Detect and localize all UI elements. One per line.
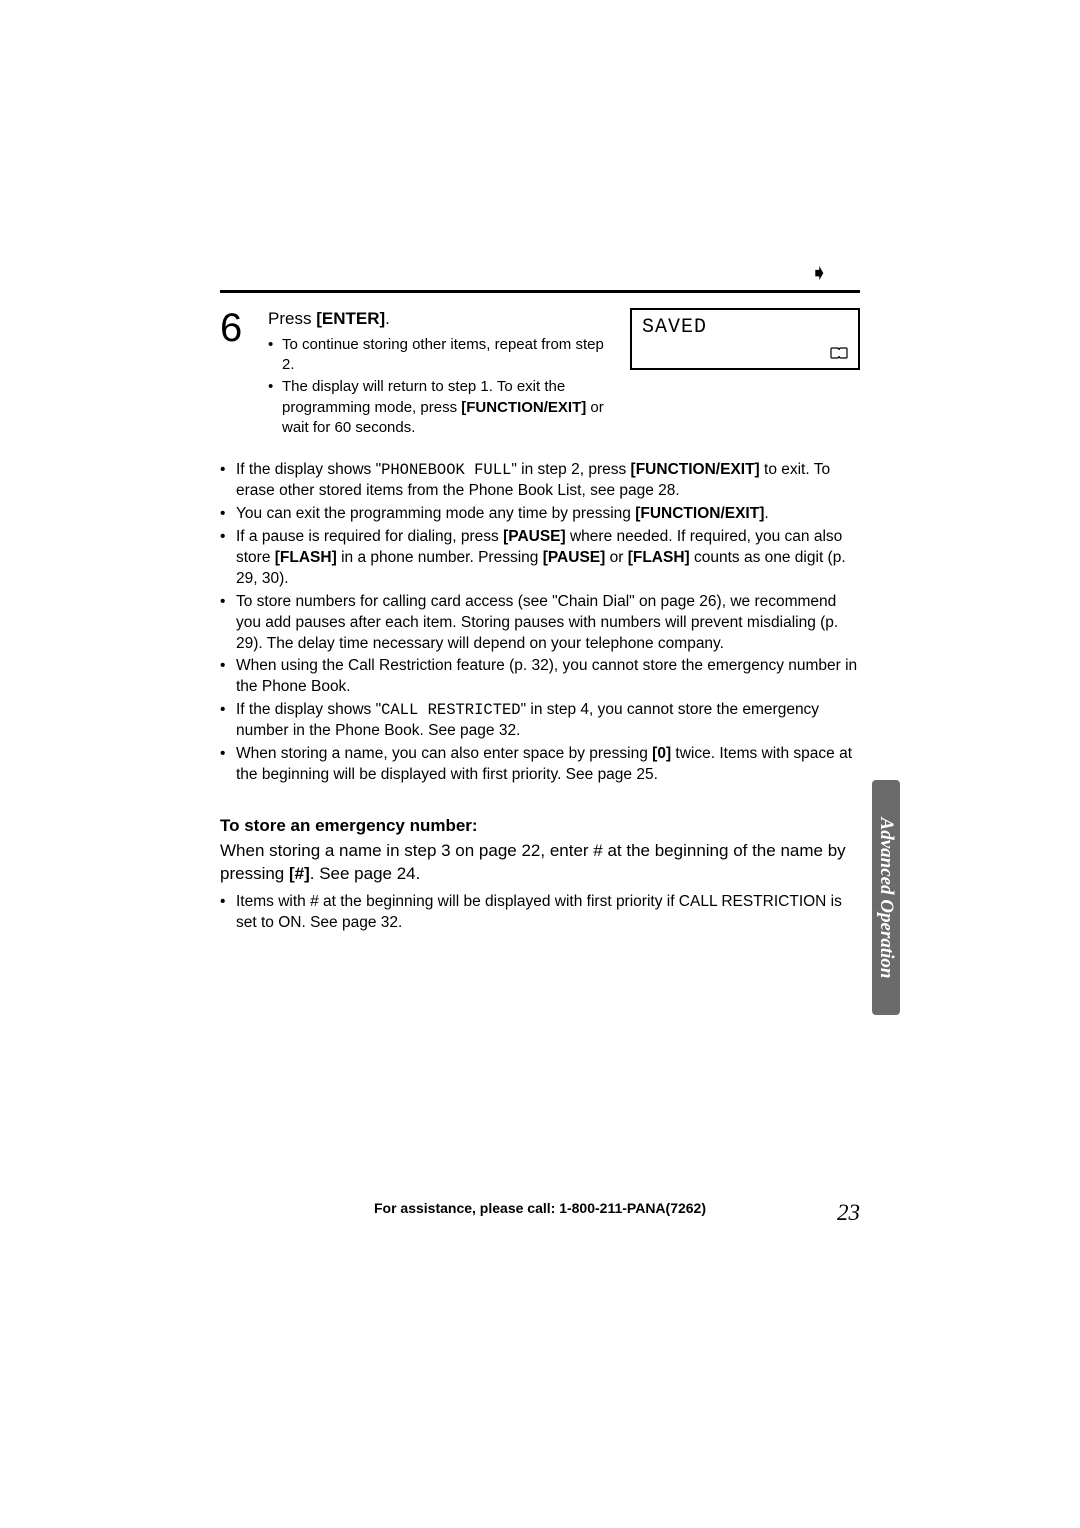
step-body: Press [ENTER]. • To continue storing oth… [268, 308, 622, 438]
step-sub-2-bold: [FUNCTION/EXIT] [461, 399, 586, 416]
note-4-text: To store numbers for calling card access… [236, 592, 860, 655]
bullet-icon: • [268, 377, 282, 438]
emergency-heading: To store an emergency number: [220, 816, 860, 836]
n3b1: [PAUSE] [503, 528, 566, 545]
bullet-icon: • [220, 744, 236, 786]
section-tab-label: Advanced Operation [875, 817, 897, 978]
n1a: If the display shows " [236, 461, 381, 478]
emergency-sub: • Items with # at the beginning will be … [220, 892, 860, 934]
bullet-icon: • [220, 504, 236, 525]
em-body-b: . See page 24. [310, 864, 421, 883]
note-6-text: If the display shows "CALL RESTRICTED" i… [236, 700, 860, 742]
page-footer: For assistance, please call: 1-800-211-P… [220, 1200, 860, 1216]
step-6-row: 6 Press [ENTER]. • To continue storing o… [220, 308, 860, 438]
n7a: When storing a name, you can also enter … [236, 745, 652, 762]
bullet-icon: • [220, 460, 236, 502]
bullet-icon: • [220, 527, 236, 590]
bullet-icon: • [268, 335, 282, 376]
n3c: in a phone number. Pressing [337, 549, 543, 566]
page-content: 6 Press [ENTER]. • To continue storing o… [220, 290, 860, 934]
n2b: . [764, 505, 768, 522]
n3a: If a pause is required for dialing, pres… [236, 528, 503, 545]
phonebook-icon [830, 346, 848, 362]
step-lead-post: . [385, 309, 390, 328]
step-lead-pre: Press [268, 309, 316, 328]
n6-mono: CALL RESTRICTED [381, 701, 521, 719]
note-5: • When using the Call Restriction featur… [220, 656, 860, 698]
step-sub-1: • To continue storing other items, repea… [268, 335, 610, 376]
step-number: 6 [220, 308, 268, 348]
bullet-icon: • [220, 892, 236, 934]
note-7-text: When storing a name, you can also enter … [236, 744, 860, 786]
step-lead: Press [ENTER]. [268, 308, 610, 331]
notes-list: • If the display shows "PHONEBOOK FULL" … [220, 460, 860, 786]
note-1: • If the display shows "PHONEBOOK FULL" … [220, 460, 860, 502]
note-4: • To store numbers for calling card acce… [220, 592, 860, 655]
note-3: • If a pause is required for dialing, pr… [220, 527, 860, 590]
n1b: " in step 2, press [511, 461, 630, 478]
note-3-text: If a pause is required for dialing, pres… [236, 527, 860, 590]
n3d: or [605, 549, 627, 566]
lcd-display-box: SAVED [630, 308, 860, 370]
continuation-arrow-icon: ➧ [810, 260, 828, 286]
emergency-sub-text: Items with # at the beginning will be di… [236, 892, 860, 934]
em-body-bold: [#] [289, 864, 310, 883]
note-7: • When storing a name, you can also ente… [220, 744, 860, 786]
n6a: If the display shows " [236, 701, 381, 718]
n3b3: [PAUSE] [543, 549, 606, 566]
lcd-text: SAVED [642, 316, 848, 339]
n3b4: [FLASH] [628, 549, 690, 566]
step-lead-bold: [ENTER] [316, 309, 385, 328]
n2-bold: [FUNCTION/EXIT] [635, 505, 764, 522]
bullet-icon: • [220, 592, 236, 655]
n2a: You can exit the programming mode any ti… [236, 505, 635, 522]
note-5-text: When using the Call Restriction feature … [236, 656, 860, 698]
bullet-icon: • [220, 700, 236, 742]
note-1-text: If the display shows "PHONEBOOK FULL" in… [236, 460, 860, 502]
n1-mono: PHONEBOOK FULL [381, 461, 511, 479]
step-sub-2-text: The display will return to step 1. To ex… [282, 377, 610, 438]
note-6: • If the display shows "CALL RESTRICTED"… [220, 700, 860, 742]
page-number: 23 [837, 1200, 860, 1226]
bullet-icon: • [220, 656, 236, 698]
n7-bold: [0] [652, 745, 671, 762]
emergency-body: When storing a name in step 3 on page 22… [220, 840, 860, 886]
section-tab: Advanced Operation [872, 780, 900, 1015]
note-2: • You can exit the programming mode any … [220, 504, 860, 525]
n3b2: [FLASH] [275, 549, 337, 566]
note-2-text: You can exit the programming mode any ti… [236, 504, 860, 525]
footer-assistance: For assistance, please call: 1-800-211-P… [374, 1200, 706, 1216]
n1-bold: [FUNCTION/EXIT] [631, 461, 760, 478]
step-sub-2: • The display will return to step 1. To … [268, 377, 610, 438]
step-sub-1-text: To continue storing other items, repeat … [282, 335, 610, 376]
step-sub-list: • To continue storing other items, repea… [268, 335, 610, 438]
